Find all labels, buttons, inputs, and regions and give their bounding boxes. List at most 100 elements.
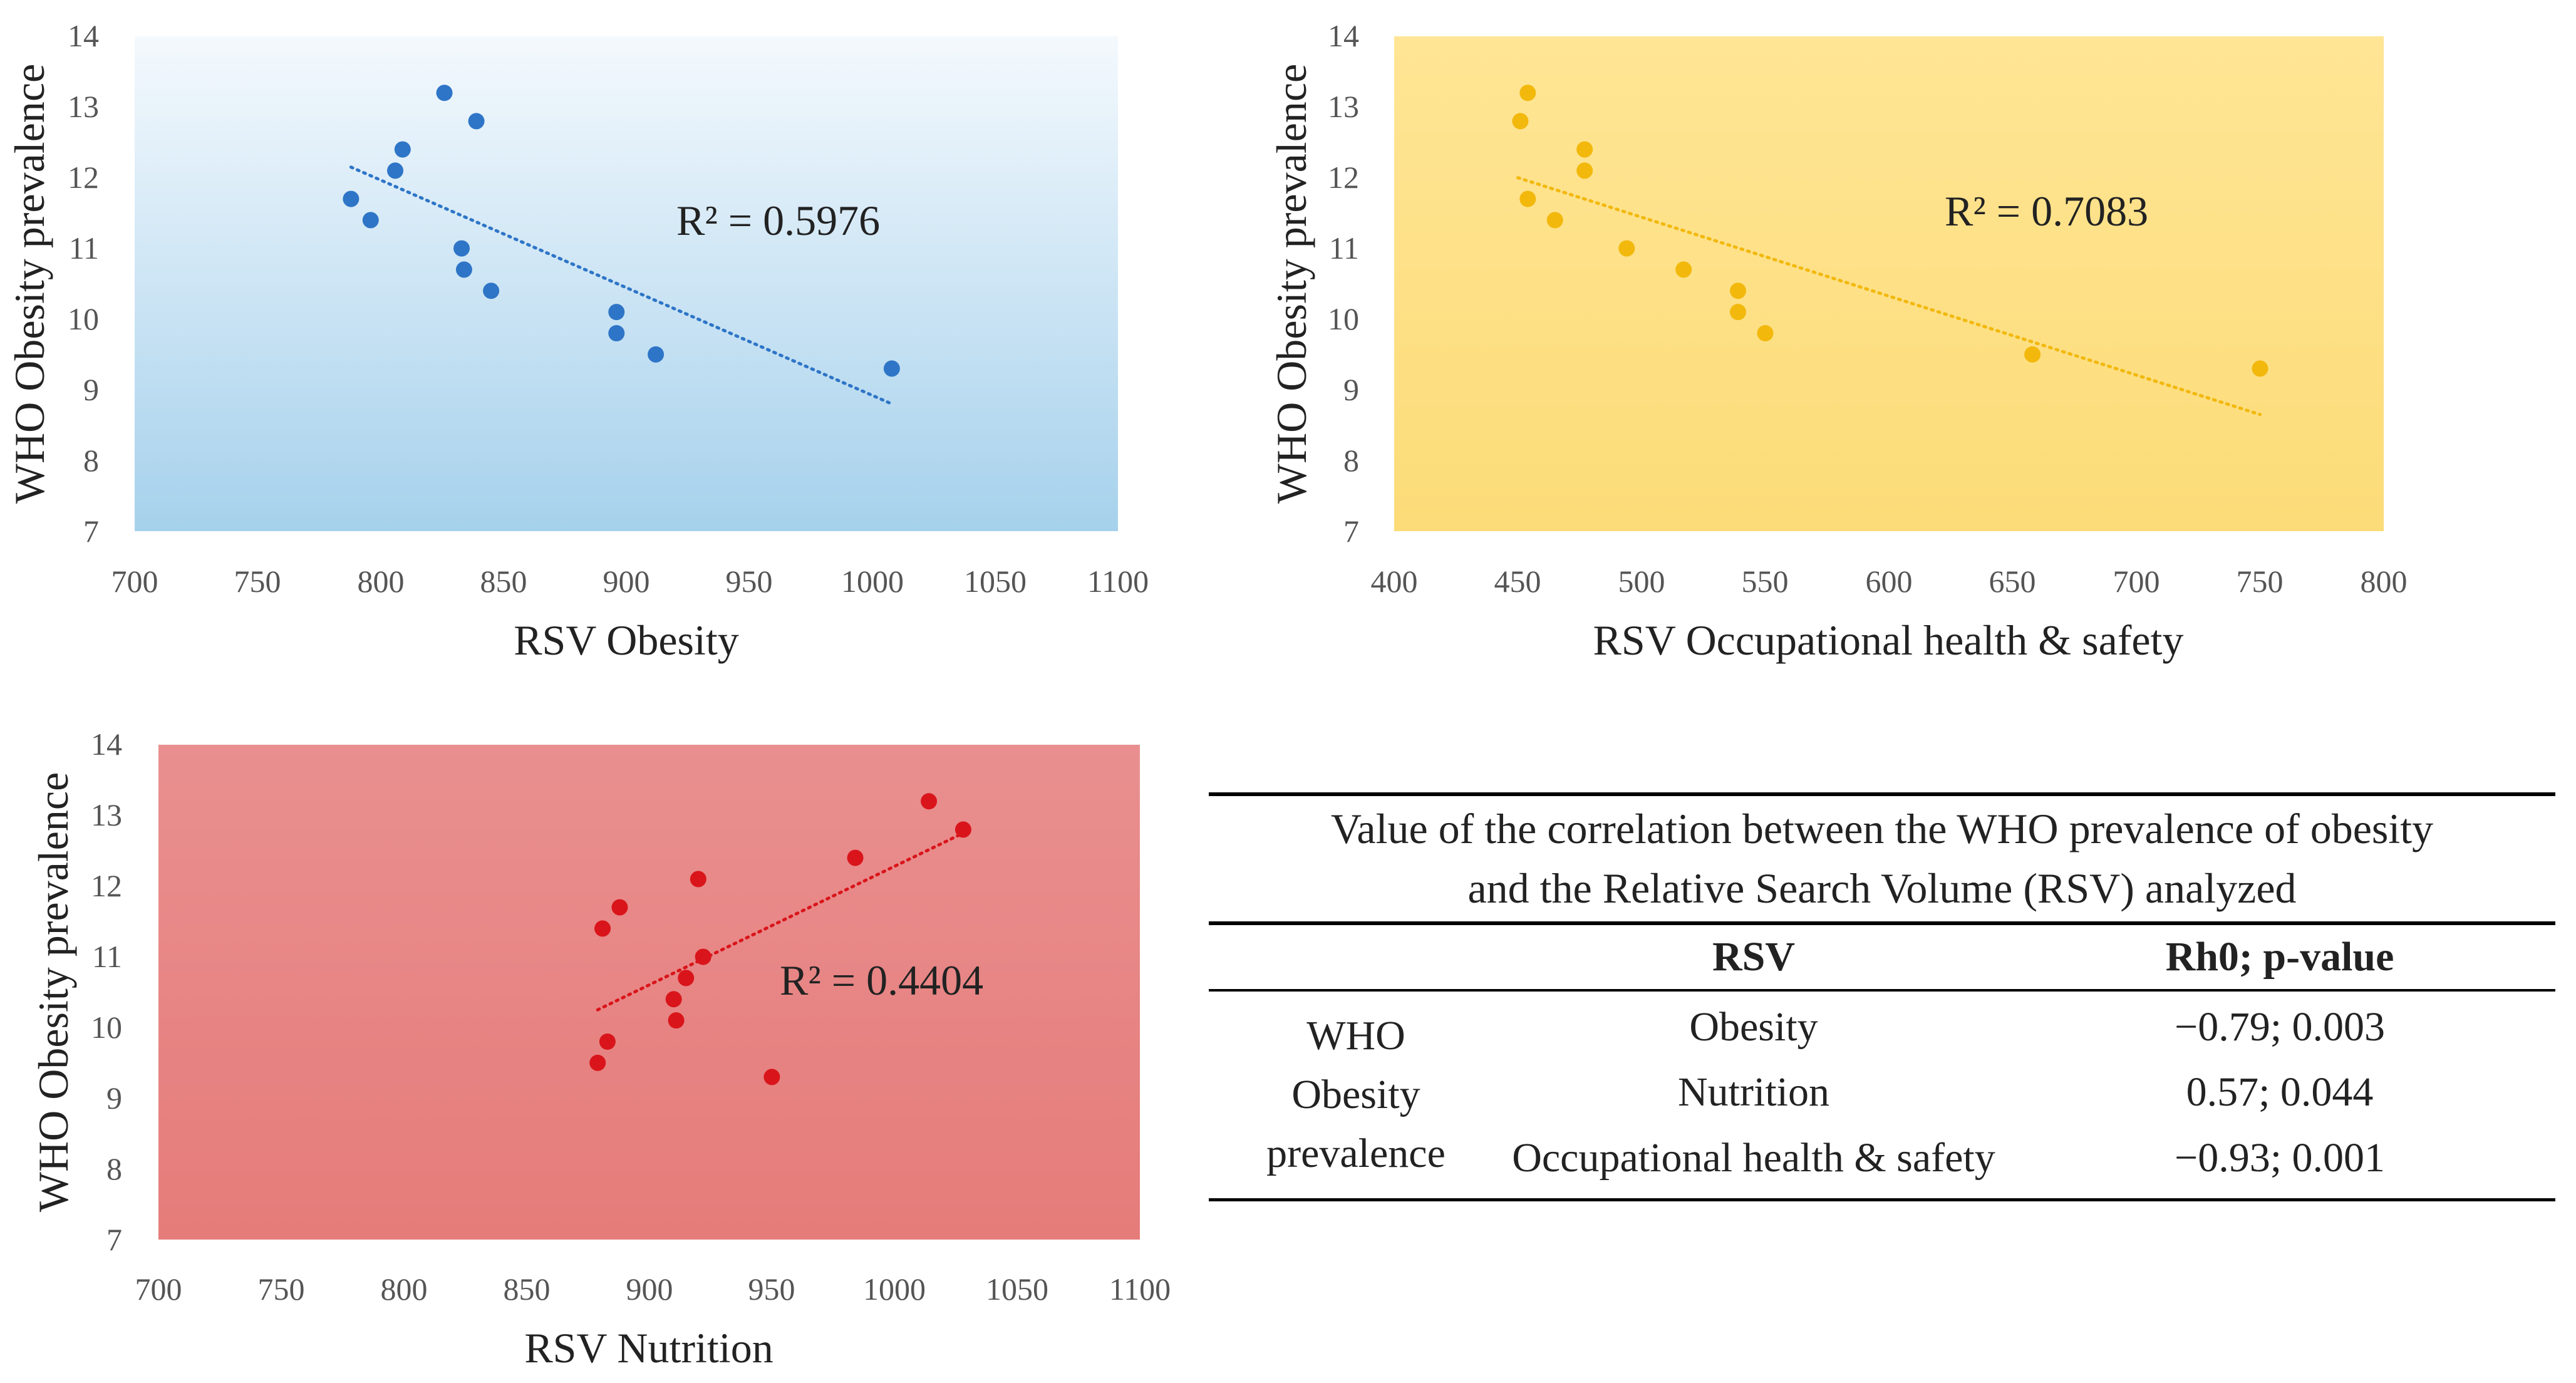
x-tick-label: 1050 xyxy=(986,1272,1048,1307)
table-body: WHO Obesity prevalence Obesity Nutrition… xyxy=(1209,992,2555,1198)
x-tick-label: 800 xyxy=(381,1272,428,1307)
y-tick-label: 7 xyxy=(83,514,99,549)
x-axis-title: RSV Obesity xyxy=(514,616,739,664)
y-tick-label: 7 xyxy=(1343,514,1359,549)
y-tick-label: 8 xyxy=(106,1151,122,1186)
data-point xyxy=(483,282,500,299)
table-cell-value: −0.93; 0.001 xyxy=(2174,1134,2386,1181)
data-points xyxy=(343,85,900,377)
x-tick-labels: 700 750 800 850 900 950 1000 1050 1100 xyxy=(111,564,1149,599)
chart-rsv-nutrition: 7 8 9 10 11 12 13 14 700 750 800 850 900… xyxy=(29,727,1171,1372)
data-point xyxy=(1576,162,1593,179)
x-tick-label: 950 xyxy=(748,1272,795,1307)
table-cell-value: 0.57; 0.044 xyxy=(2186,1069,2374,1116)
r-squared-label: R² = 0.5976 xyxy=(676,197,880,244)
data-point xyxy=(883,360,900,377)
x-tick-label: 1000 xyxy=(841,564,904,599)
data-point xyxy=(2252,360,2268,377)
x-tick-labels: 400 450 500 550 600 650 700 750 800 xyxy=(1371,564,2408,599)
data-point xyxy=(608,325,625,341)
x-axis-title: RSV Occupational health & safety xyxy=(1593,616,2184,664)
x-tick-label: 1100 xyxy=(1087,564,1149,599)
data-point xyxy=(695,948,711,965)
data-point xyxy=(1519,190,1536,207)
data-point xyxy=(1519,85,1536,101)
y-tick-label: 13 xyxy=(91,797,122,832)
data-point xyxy=(589,1054,606,1071)
data-point xyxy=(668,1012,685,1029)
data-point xyxy=(2024,346,2041,363)
table-cell-rsv: Occupational health & safety xyxy=(1512,1134,1995,1181)
correlation-table: Value of the correlation between the WHO… xyxy=(1209,792,2555,1201)
table-header-rule xyxy=(1209,921,2555,925)
data-point xyxy=(678,970,695,987)
data-point xyxy=(343,190,360,207)
y-axis-title: WHO Obesity prevalence xyxy=(6,64,53,504)
y-tick-labels: 7 8 9 10 11 12 13 14 xyxy=(91,727,122,1257)
trendline xyxy=(1516,176,2262,417)
y-tick-label: 7 xyxy=(106,1222,122,1257)
x-tick-label: 650 xyxy=(1989,564,2036,599)
table-header-value: Rh0; p-value xyxy=(2165,934,2394,980)
data-point xyxy=(665,991,682,1008)
row-label-line: WHO xyxy=(1306,1013,1405,1059)
data-point xyxy=(455,261,472,278)
y-tick-label: 13 xyxy=(1328,89,1359,124)
x-tick-label: 800 xyxy=(2361,564,2408,599)
data-point xyxy=(594,920,611,937)
trendline xyxy=(596,831,965,1012)
data-point xyxy=(468,113,485,130)
y-tick-label: 9 xyxy=(83,372,99,407)
y-tick-label: 14 xyxy=(68,18,99,53)
data-point xyxy=(1757,325,1774,341)
y-tick-label: 13 xyxy=(68,89,99,124)
table-header-row: RSV Rh0; p-value xyxy=(1209,925,2555,989)
x-tick-label: 800 xyxy=(358,564,405,599)
x-tick-label: 700 xyxy=(111,564,158,599)
y-tick-label: 14 xyxy=(1328,18,1359,53)
table-caption-line: and the Relative Search Volume (RSV) ana… xyxy=(1467,864,2297,912)
x-tick-label: 900 xyxy=(626,1272,673,1307)
x-tick-labels: 700 750 800 850 900 950 1000 1050 1100 xyxy=(135,1272,1171,1307)
row-label-line: prevalence xyxy=(1266,1131,1446,1176)
x-tick-label: 850 xyxy=(480,564,527,599)
trendline xyxy=(349,165,894,406)
plot-area xyxy=(135,36,1118,531)
y-tick-label: 11 xyxy=(69,230,99,266)
data-points xyxy=(1512,85,2268,377)
table-caption: Value of the correlation between the WHO… xyxy=(1209,796,2555,921)
data-point xyxy=(1576,141,1593,158)
y-tick-label: 14 xyxy=(91,727,122,762)
data-point xyxy=(394,141,411,158)
table-cell-value: −0.79; 0.003 xyxy=(2174,1004,2386,1050)
y-tick-labels: 7 8 9 10 11 12 13 14 xyxy=(68,18,99,549)
y-tick-label: 10 xyxy=(1328,301,1359,336)
table-row-label: WHO Obesity prevalence xyxy=(1209,992,1503,1198)
data-point xyxy=(921,793,938,810)
x-tick-label: 450 xyxy=(1494,564,1541,599)
x-tick-label: 1050 xyxy=(964,564,1027,599)
table-caption-line: Value of the correlation between the WHO… xyxy=(1330,805,2434,852)
chart-rsv-obesity: 7 8 9 10 11 12 13 14 700 750 800 850 900… xyxy=(6,18,1149,664)
data-point xyxy=(954,821,971,838)
r-squared-label: R² = 0.7083 xyxy=(1945,187,2148,235)
table-top-rule xyxy=(1209,792,2555,796)
x-tick-label: 500 xyxy=(1618,564,1665,599)
table-rsv-column: Obesity Nutrition Occupational health & … xyxy=(1503,992,2004,1198)
data-point xyxy=(387,162,404,179)
table-cell-rsv: Obesity xyxy=(1689,1004,1818,1050)
data-point xyxy=(1618,240,1635,257)
data-point xyxy=(611,899,628,916)
data-point xyxy=(599,1033,616,1050)
data-point xyxy=(648,346,665,363)
row-label-line: Obesity xyxy=(1291,1072,1420,1117)
x-tick-label: 400 xyxy=(1371,564,1418,599)
x-tick-label: 950 xyxy=(726,564,773,599)
data-points xyxy=(589,793,971,1085)
plot-area xyxy=(158,745,1140,1240)
y-tick-label: 12 xyxy=(91,868,122,903)
x-tick-label: 900 xyxy=(603,564,650,599)
table-mid-rule xyxy=(1209,989,2555,992)
x-tick-label: 700 xyxy=(2113,564,2160,599)
data-point xyxy=(1512,113,1529,130)
